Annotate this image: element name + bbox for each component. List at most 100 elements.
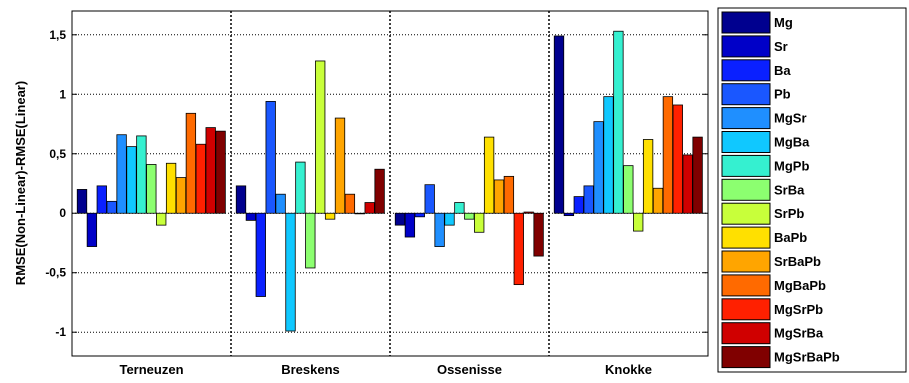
legend-swatch: [721, 274, 771, 297]
bar: [404, 212, 416, 238]
bar: [136, 135, 147, 214]
bar: [662, 96, 674, 214]
legend-swatch: [721, 346, 771, 369]
legend-swatch: [721, 107, 771, 130]
y-tick-label: -1: [55, 325, 66, 339]
bar: [344, 193, 356, 214]
legend-label: SrBa: [774, 182, 805, 197]
bar: [414, 212, 425, 218]
x-tick-label: Knokke: [605, 362, 652, 377]
bar: [593, 121, 604, 214]
y-tick-label: 0: [59, 206, 66, 220]
bar: [394, 212, 406, 226]
x-tick-label: Breskens: [281, 362, 340, 377]
legend-label: MgSrBaPb: [774, 350, 840, 365]
bar: [324, 212, 336, 220]
bar: [305, 212, 316, 269]
bar: [613, 30, 624, 214]
bar: [265, 101, 276, 214]
bar: [573, 196, 584, 214]
y-tick-label: 0,5: [49, 147, 66, 161]
bar: [633, 212, 644, 232]
bar: [692, 136, 703, 214]
x-tick-label: Terneuzen: [119, 362, 183, 377]
legend-label: Ba: [774, 63, 791, 78]
legend-swatch: [721, 35, 771, 58]
bar: [652, 187, 664, 214]
bar: [603, 96, 614, 214]
legend-swatch: [721, 250, 771, 273]
y-tick-label: 1,5: [49, 28, 66, 42]
legend-label: SrBaPb: [774, 254, 821, 269]
legend-swatch: [721, 11, 771, 34]
legend-label: MgSrBa: [774, 326, 824, 341]
plot-frame: [71, 10, 709, 357]
legend-label: Sr: [774, 39, 788, 54]
bar: [96, 185, 107, 214]
legend-label: MgBaPb: [774, 278, 826, 293]
bar: [165, 162, 177, 214]
bar: [464, 212, 475, 220]
y-tick-label: 1: [59, 87, 66, 101]
legend-label: MgSr: [774, 111, 807, 126]
bar: [523, 211, 534, 214]
bar: [334, 117, 346, 214]
bar: [474, 212, 485, 233]
legend-label: Mg: [774, 15, 793, 30]
bar: [444, 212, 455, 226]
bar: [195, 143, 206, 214]
bar: [424, 184, 435, 214]
legend-swatch: [721, 322, 771, 345]
bar: [235, 185, 247, 214]
legend-swatch: [721, 154, 771, 177]
bar: [434, 212, 445, 247]
bar: [156, 212, 167, 226]
bar: [275, 193, 286, 214]
bar: [493, 179, 505, 214]
legend-label: MgBa: [774, 135, 810, 150]
bar: [682, 154, 693, 214]
bar: [563, 212, 575, 217]
bar: [642, 139, 654, 214]
x-axis: Terneuzen Breskens Ossenisse Knokke: [119, 362, 652, 377]
bar: [146, 164, 157, 214]
bar: [483, 136, 495, 214]
bar: [354, 212, 365, 215]
y-tick-label: -0,5: [45, 266, 66, 280]
bar: [315, 60, 326, 214]
bar: [185, 112, 197, 214]
bar: [295, 161, 306, 214]
legend-label: Pb: [774, 87, 791, 102]
bar: [126, 146, 137, 214]
y-axis-label: RMSE(Non-Linear)-RMSE(Linear): [13, 81, 28, 285]
legend-label: SrPb: [774, 206, 804, 221]
bar: [106, 200, 117, 214]
bar: [503, 175, 515, 214]
legend-swatch: [721, 298, 771, 321]
y-axis: -1 -0,5 0 0,5 1 1,5: [45, 28, 708, 339]
bar: [583, 185, 594, 214]
legend-swatch: [721, 131, 771, 153]
bar: [116, 134, 127, 214]
bars-layer: [76, 30, 703, 332]
legend-swatch: [721, 59, 771, 82]
legend-swatch: [721, 202, 771, 225]
legend-swatch: [721, 226, 771, 249]
bar: [285, 212, 296, 332]
bar: [533, 212, 544, 257]
bar: [255, 212, 266, 297]
x-tick-label: Ossenisse: [437, 362, 502, 377]
bar: [374, 168, 385, 214]
legend-label: BaPb: [774, 230, 807, 245]
bar: [86, 212, 98, 247]
legend-swatch: [721, 178, 771, 201]
bar: [364, 202, 375, 214]
bar: [513, 212, 524, 286]
bar: [672, 104, 683, 214]
bar: [175, 177, 187, 214]
bar: [623, 165, 634, 214]
legend: MgSrBaPbMgSrMgBaMgPbSrBaSrPbBaPbSrBaPbMg…: [717, 7, 907, 373]
legend-swatch: [721, 83, 771, 106]
bar: [215, 130, 226, 214]
